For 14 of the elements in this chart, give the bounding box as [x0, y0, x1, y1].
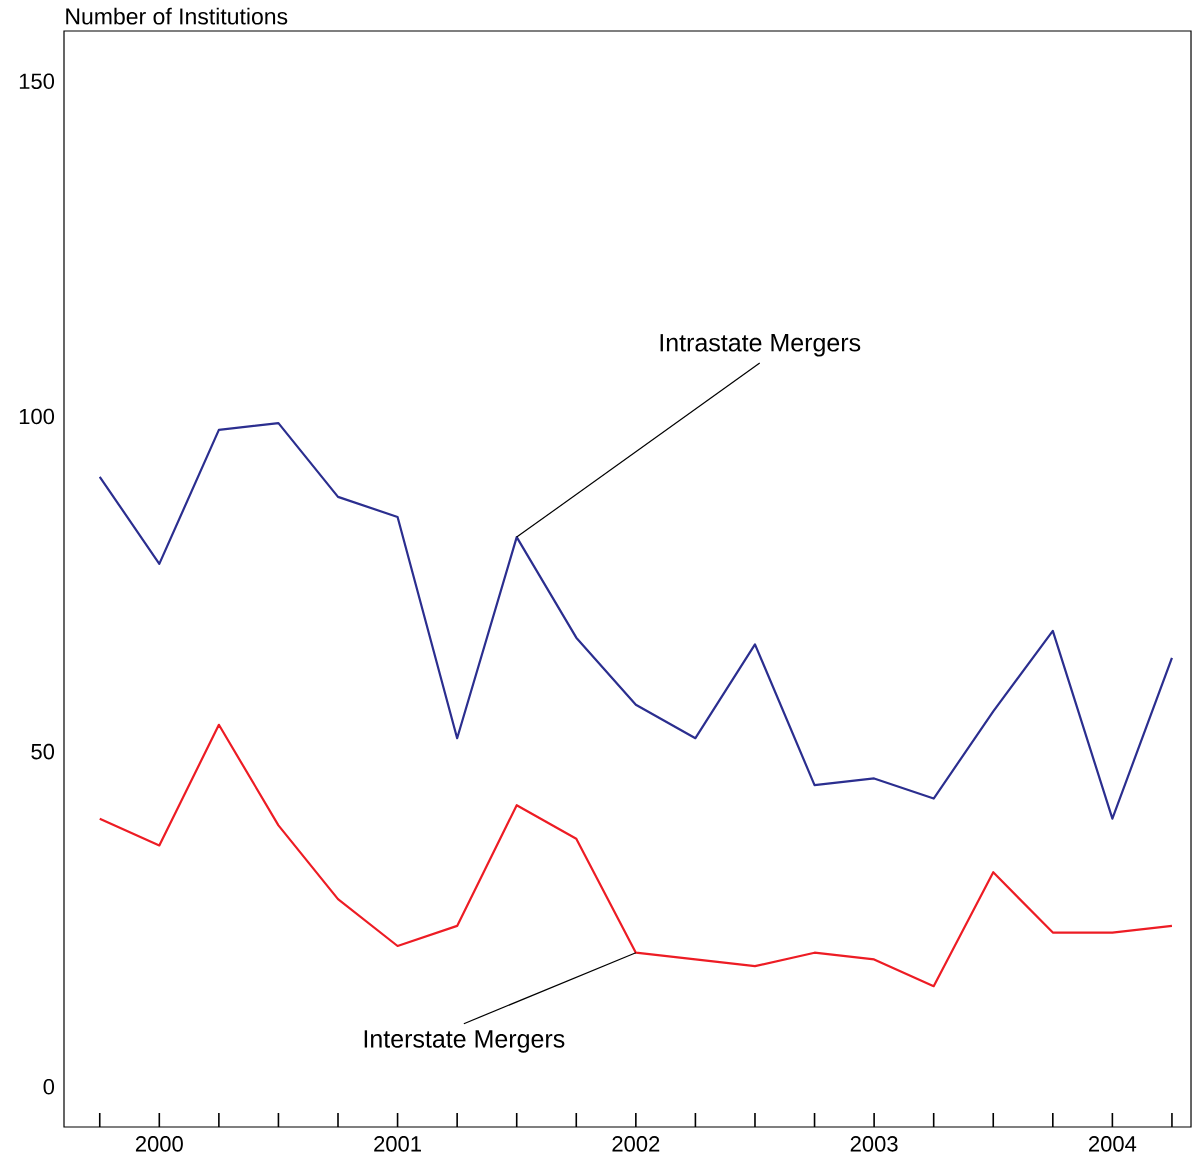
annotation: Interstate Mergers: [364, 1030, 565, 1053]
x-tick-label: 2000: [135, 1136, 183, 1152]
x-tick-label: 2002: [612, 1136, 660, 1152]
x-tick-label: 2004: [1089, 1136, 1137, 1152]
y-tick-label: 50: [31, 743, 55, 760]
annotation: Intrastate Mergers: [660, 334, 861, 357]
y-tick-label: 100: [19, 408, 55, 425]
x-tick-label: 2001: [374, 1136, 421, 1152]
x-tick-label: 2003: [850, 1136, 898, 1152]
y-axis-title: Number of Institutions: [66, 7, 288, 25]
y-tick-label: 0: [43, 1079, 55, 1095]
line-series: [98, 723, 1174, 988]
line-series: [98, 422, 1174, 820]
y-tick-label: 150: [19, 73, 55, 90]
